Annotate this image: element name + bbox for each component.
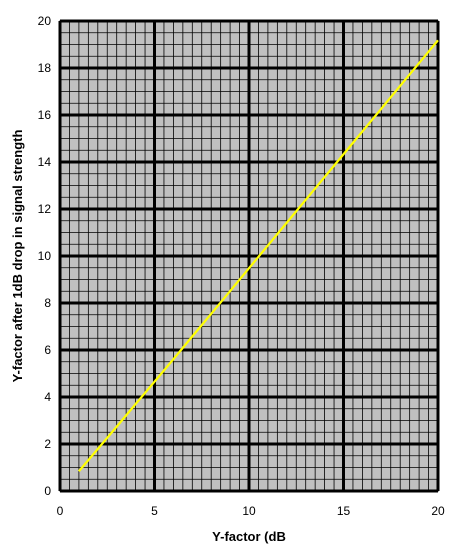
y-tick-label: 18	[38, 61, 52, 75]
y-tick-label: 8	[44, 296, 51, 310]
y-axis-title: Y-factor after 1dB drop in signal streng…	[10, 130, 25, 383]
x-tick-label: 5	[151, 504, 158, 518]
x-axis-title: Y-factor (dB	[212, 529, 286, 544]
y-tick-label: 12	[38, 202, 52, 216]
x-tick-label: 10	[242, 504, 256, 518]
y-tick-label: 2	[44, 437, 51, 451]
series-layer	[78, 39, 439, 472]
y-tick-label: 4	[44, 390, 51, 404]
major-grid	[58, 19, 440, 493]
y-tick-label: 0	[44, 484, 51, 498]
y-tick-label: 20	[38, 14, 52, 28]
series-line	[78, 39, 439, 472]
x-axis-tick-labels: 0 5 10 15 20	[57, 504, 445, 518]
y-tick-label: 14	[38, 155, 52, 169]
y-tick-label: 16	[38, 108, 52, 122]
y-tick-label: 10	[38, 249, 52, 263]
x-tick-label: 0	[57, 504, 64, 518]
y-tick-label: 6	[44, 343, 51, 357]
x-tick-label: 15	[337, 504, 351, 518]
plot-border	[59, 20, 439, 492]
x-tick-label: 20	[431, 504, 445, 518]
y-axis-tick-labels: 0 2 4 6 8 10 12 14 16 18 20	[38, 14, 52, 498]
